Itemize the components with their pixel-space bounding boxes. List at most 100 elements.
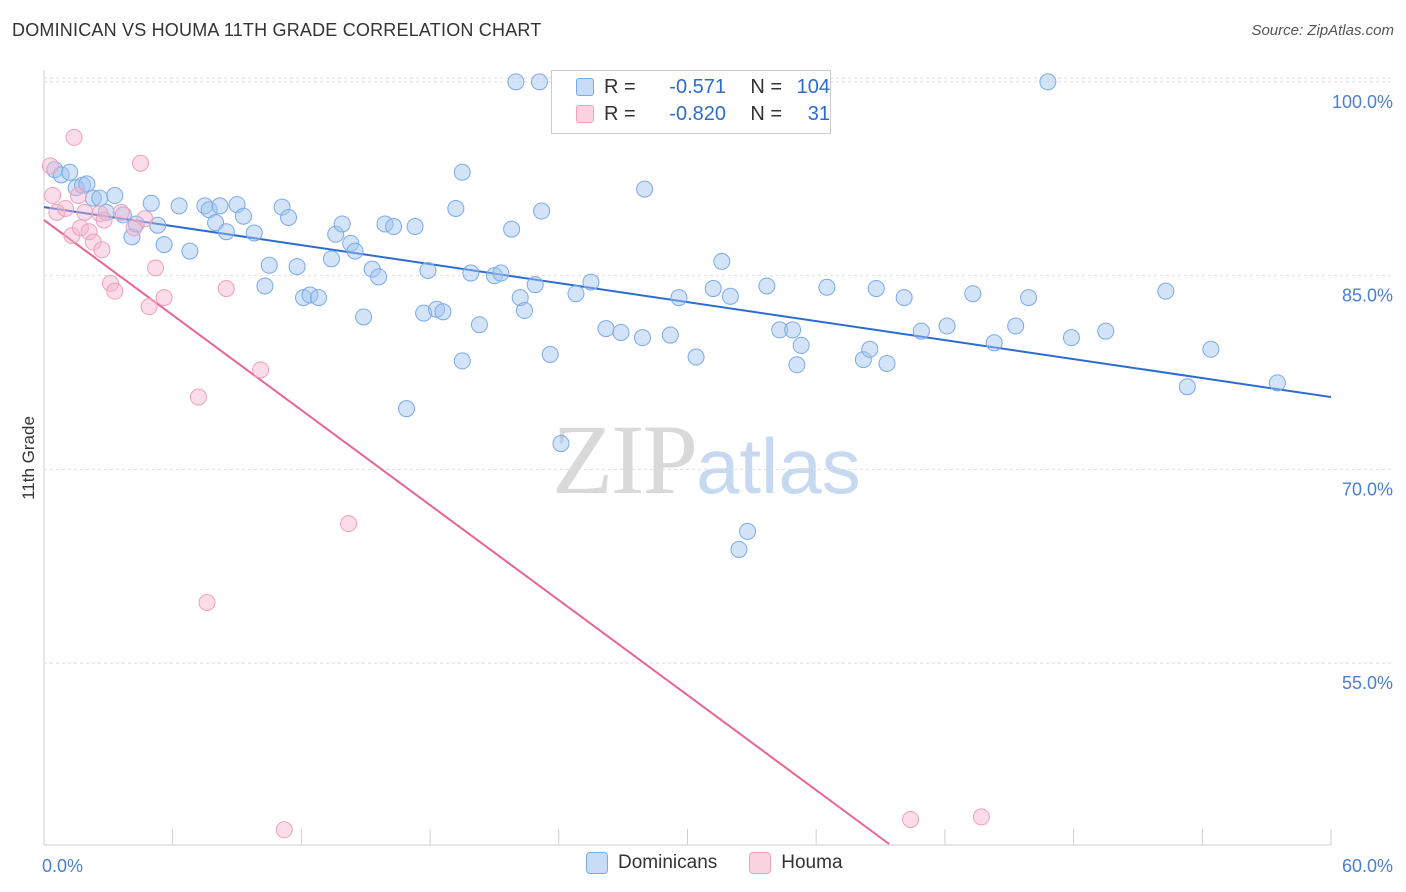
houma-point bbox=[132, 154, 150, 172]
dominican-point bbox=[256, 277, 274, 295]
houma-point bbox=[65, 128, 83, 146]
dominican-point bbox=[552, 435, 570, 453]
dominican-point bbox=[346, 242, 364, 260]
dominican-point bbox=[597, 320, 615, 338]
dominican-point bbox=[280, 209, 298, 227]
gridlines bbox=[44, 77, 1391, 664]
dominican-point bbox=[515, 302, 533, 320]
dominican-point bbox=[526, 276, 544, 294]
dominican-point bbox=[419, 261, 437, 279]
dominican-point bbox=[398, 400, 416, 418]
dominican-point bbox=[78, 175, 96, 193]
dominican-point bbox=[492, 264, 510, 282]
houma-point bbox=[252, 361, 270, 379]
dominican-point bbox=[739, 522, 757, 540]
houma-point bbox=[41, 157, 59, 175]
dominican-point bbox=[470, 316, 488, 334]
dominican-point bbox=[84, 189, 102, 207]
houma-point bbox=[136, 210, 154, 228]
houma-point bbox=[147, 259, 165, 277]
chart-title: DOMINICAN VS HOUMA 11TH GRADE CORRELATIO… bbox=[12, 20, 542, 40]
dominican-point bbox=[530, 73, 548, 91]
dominican-point bbox=[170, 197, 188, 215]
dominican-point bbox=[1178, 378, 1196, 396]
dominican-point bbox=[333, 215, 351, 233]
legend-r-key: R = bbox=[604, 102, 636, 125]
dominican-point bbox=[771, 321, 789, 339]
dominican-trend-line bbox=[43, 206, 1332, 399]
axis-labels: 55.0% 70.0% 85.0% 100.0% 0.0% 60.0% 11th Grade bbox=[19, 92, 1393, 876]
dominican-point bbox=[447, 199, 465, 217]
x-tick-label-min: 0.0% bbox=[42, 856, 83, 876]
houma-point bbox=[101, 274, 119, 292]
legend-label-dominicans: Dominicans bbox=[618, 852, 718, 873]
legend-item-dominicans[interactable]: Dominicans bbox=[586, 852, 717, 874]
legend-swatch-houma bbox=[576, 105, 594, 123]
houma-point bbox=[56, 199, 74, 217]
dominican-point bbox=[964, 285, 982, 303]
y-tick-label: 100.0% bbox=[1332, 92, 1393, 112]
dominican-point bbox=[721, 287, 739, 305]
dominican-point bbox=[155, 236, 173, 254]
dominican-point bbox=[211, 197, 229, 215]
dominican-point bbox=[730, 540, 748, 558]
dominican-point bbox=[370, 268, 388, 286]
dominican-point bbox=[1062, 329, 1080, 347]
dominican-point bbox=[582, 273, 600, 291]
legend-swatch-dominicans bbox=[576, 78, 594, 96]
houma-point bbox=[217, 280, 235, 298]
legend-label-houma: Houma bbox=[781, 852, 843, 873]
dominican-point bbox=[142, 194, 160, 212]
dominican-point bbox=[567, 285, 585, 303]
dominican-point bbox=[784, 321, 802, 339]
dominican-point bbox=[114, 206, 132, 224]
houma-point bbox=[76, 203, 94, 221]
dominican-point bbox=[217, 223, 235, 241]
trend-lines bbox=[43, 206, 1332, 845]
watermark-zip: ZIP bbox=[552, 404, 698, 515]
dominican-point bbox=[818, 278, 836, 296]
axes bbox=[43, 70, 1332, 846]
dominican-point bbox=[260, 256, 278, 274]
correlation-legend: R = -0.571 N = 104 R = -0.820 N = 31 bbox=[551, 70, 831, 134]
dominican-point bbox=[273, 198, 291, 216]
dominican-point bbox=[895, 289, 913, 307]
data-points bbox=[41, 73, 1286, 839]
dominican-point bbox=[511, 289, 529, 307]
dominican-point bbox=[503, 220, 521, 238]
legend-n-key: N = bbox=[750, 75, 782, 98]
source-label: Source: ZipAtlas.com bbox=[1251, 22, 1394, 39]
dominican-point bbox=[633, 329, 651, 347]
legend-swatch-dominicans bbox=[586, 852, 608, 874]
dominican-point bbox=[1268, 374, 1286, 392]
dominican-point bbox=[415, 304, 433, 322]
x-tick-label-max: 60.0% bbox=[1342, 856, 1393, 876]
dominican-point bbox=[713, 252, 731, 270]
houma-point bbox=[140, 298, 158, 316]
dominican-point bbox=[181, 242, 199, 260]
legend-n-value: 104 bbox=[796, 75, 830, 98]
series-legend: Dominicans Houma bbox=[586, 852, 875, 874]
dominican-point bbox=[91, 189, 109, 207]
y-tick-label: 70.0% bbox=[1342, 479, 1393, 499]
dominican-point bbox=[453, 163, 471, 181]
dominican-point bbox=[687, 348, 705, 366]
dominican-point bbox=[1039, 73, 1057, 91]
legend-item-houma[interactable]: Houma bbox=[749, 852, 843, 874]
dominican-point bbox=[792, 336, 810, 354]
dominican-point bbox=[861, 340, 879, 358]
legend-r-key: R = bbox=[604, 75, 636, 98]
dominican-point bbox=[355, 308, 373, 326]
dominican-point bbox=[661, 326, 679, 344]
dominican-point bbox=[453, 352, 471, 370]
houma-point bbox=[71, 219, 89, 237]
houma-point bbox=[112, 203, 130, 221]
legend-row-houma: R = -0.820 N = 31 bbox=[576, 102, 830, 126]
dominican-point bbox=[636, 180, 654, 198]
houma-point bbox=[93, 241, 111, 259]
houma-point bbox=[275, 821, 293, 839]
watermark-atlas: atlas bbox=[696, 422, 861, 510]
houma-point bbox=[69, 187, 87, 205]
dominican-point bbox=[385, 218, 403, 236]
dominican-point bbox=[245, 224, 263, 242]
